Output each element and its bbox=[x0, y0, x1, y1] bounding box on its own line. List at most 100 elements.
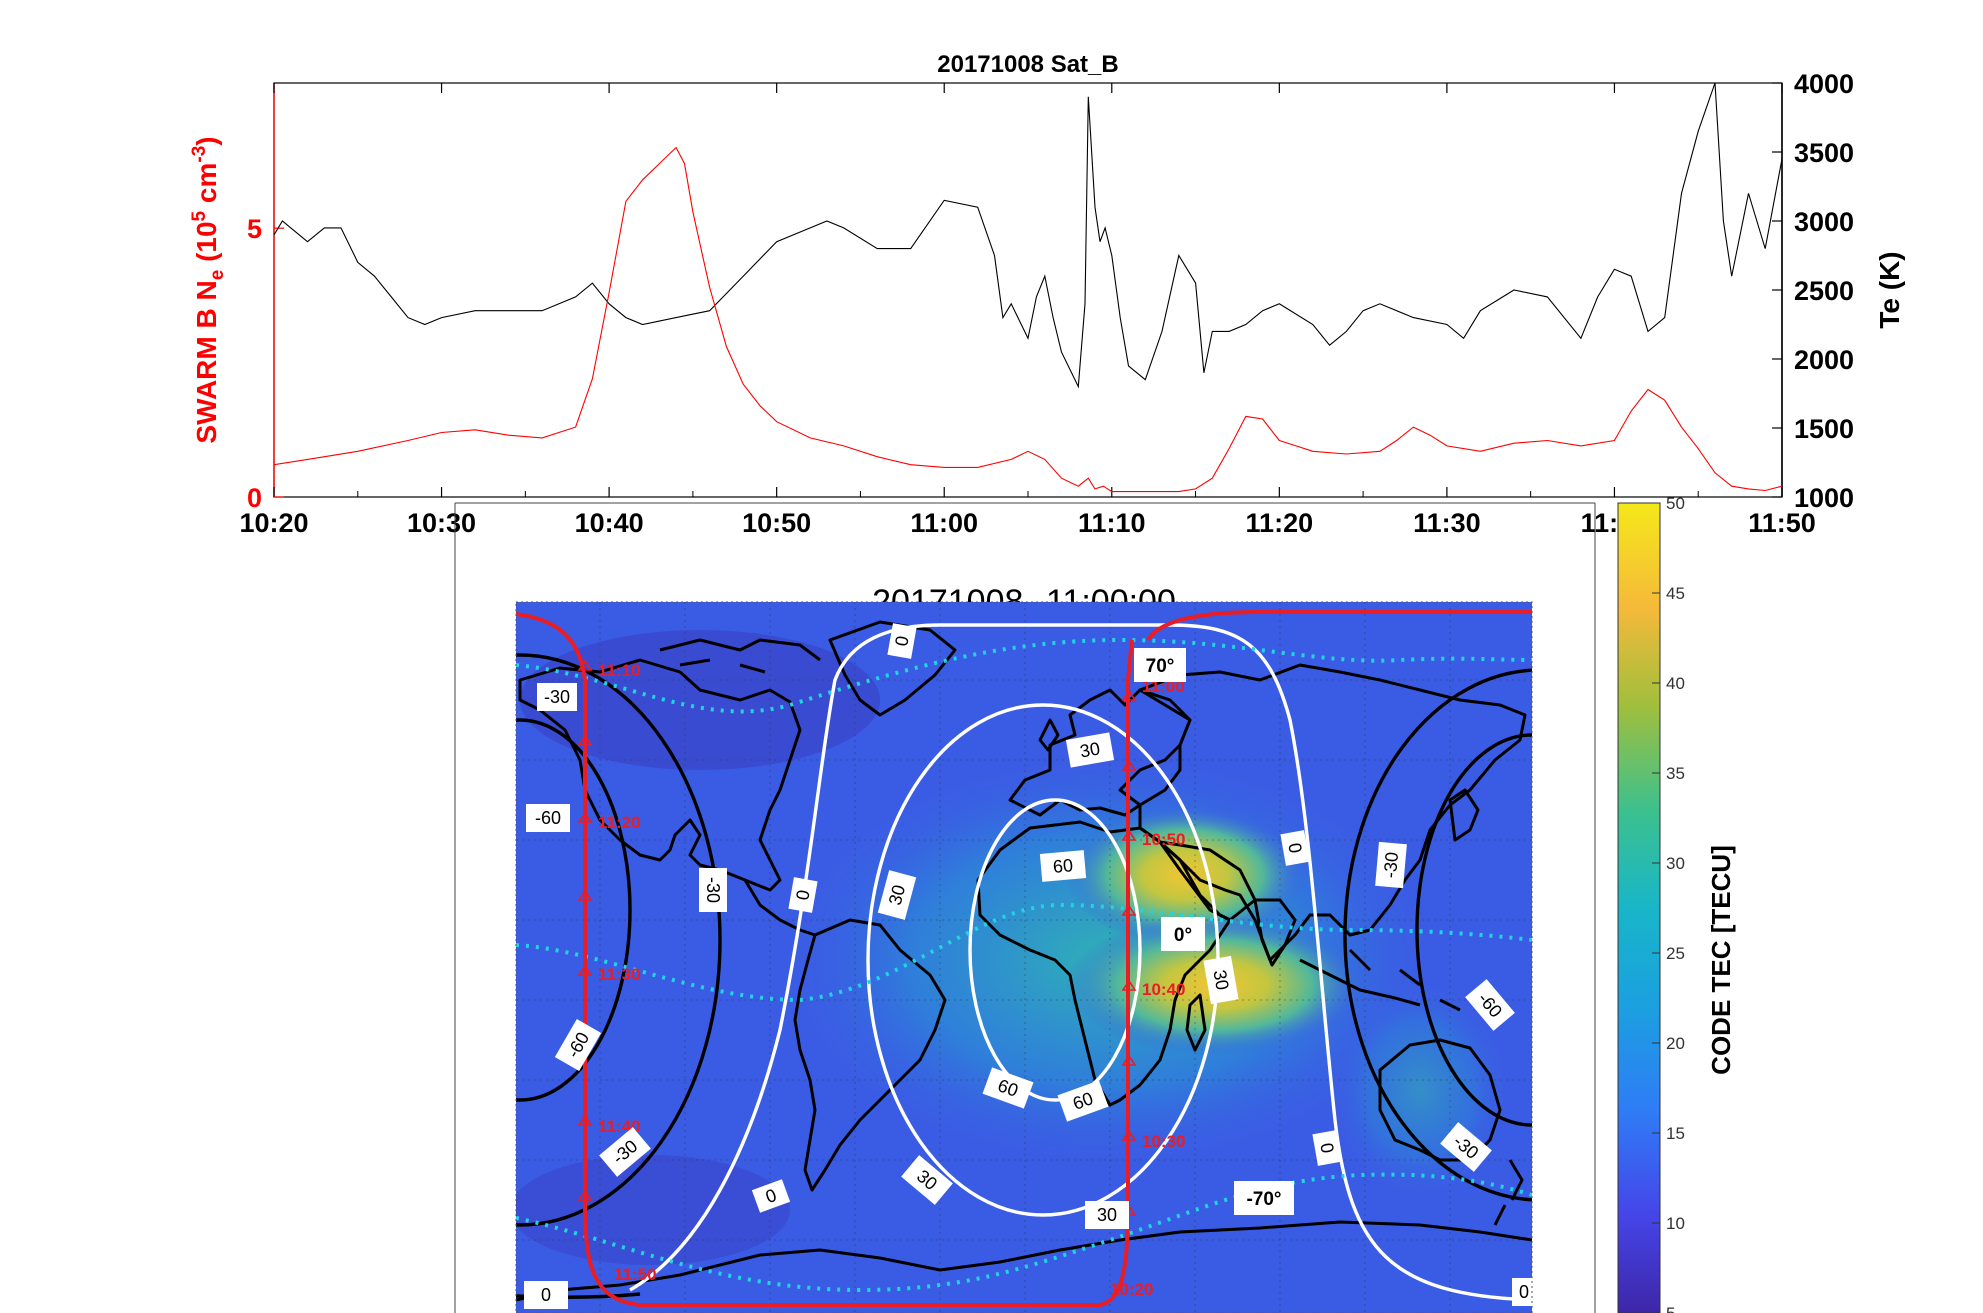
coast-japan bbox=[1448, 788, 1480, 842]
contour-0 bbox=[629, 623, 1532, 1302]
te-series-line bbox=[274, 83, 1782, 389]
x-tick-label: 10:30 bbox=[407, 508, 476, 538]
svg-text:-30: -30 bbox=[1380, 851, 1402, 879]
svg-text:0: 0 bbox=[1519, 1282, 1529, 1302]
contour-label: 0 bbox=[1312, 1130, 1342, 1166]
x-tick-label: 11:00 bbox=[910, 508, 978, 538]
track-label-1120: 11:20 bbox=[598, 813, 641, 832]
contour-60 bbox=[968, 798, 1142, 1102]
contour-label: 0 bbox=[1512, 1278, 1532, 1306]
colorbar-tick-label: 20 bbox=[1666, 1034, 1685, 1053]
right-y-tick-label: 2500 bbox=[1794, 276, 1854, 306]
tec-map: 10:20 10:30 10:40 10:50 11:00 11:10 11:2… bbox=[516, 602, 1532, 1313]
coast-indonesia bbox=[1299, 948, 1461, 1012]
track-label-1020: 10:20 bbox=[1110, 1280, 1153, 1299]
track-label-1110: 11:10 bbox=[598, 661, 641, 680]
contour-neg-60-east bbox=[1415, 733, 1532, 1127]
coast-arabia bbox=[1158, 840, 1257, 922]
contour-label: 30 bbox=[1085, 1201, 1129, 1229]
contour-label: -30 bbox=[537, 683, 577, 711]
svg-text:60: 60 bbox=[1052, 855, 1074, 877]
lat-label-0: 0° bbox=[1161, 917, 1205, 951]
colorbar-label: CODE TEC [TECU] bbox=[1706, 845, 1736, 1075]
contour-label: 30 bbox=[1203, 955, 1239, 1005]
lat-label-70: 70° bbox=[1134, 648, 1186, 682]
coast-central-america bbox=[743, 879, 816, 937]
colorbar-tick-label: 10 bbox=[1666, 1214, 1685, 1233]
svg-text:0: 0 bbox=[792, 888, 813, 901]
top-plot-frame bbox=[273, 82, 1783, 498]
coast-south-america bbox=[793, 918, 947, 1192]
contour-label-boxes: 0 0 0 0 0 30 30 30 30 30 60 60 60 -30 -6… bbox=[524, 623, 1532, 1309]
colorbar-tick-label: 5 bbox=[1666, 1304, 1675, 1313]
contour-label: 0 bbox=[887, 623, 917, 659]
svg-text:30: 30 bbox=[1078, 738, 1101, 761]
coast-asia bbox=[1138, 663, 1527, 962]
map-frame bbox=[515, 601, 1533, 1313]
coastlines bbox=[516, 620, 1532, 1302]
x-tick-label: 10:50 bbox=[742, 508, 811, 538]
track-label-1050: 10:50 bbox=[1142, 830, 1185, 849]
tec-low-south-band bbox=[516, 1155, 790, 1265]
svg-text:-60: -60 bbox=[535, 808, 561, 828]
colorbar-tick-label: 30 bbox=[1666, 854, 1685, 873]
colorbar-tick-label: 45 bbox=[1666, 584, 1685, 603]
colorbar-tick-group: 5 10 15 20 25 30 35 40 45 50 bbox=[1652, 494, 1685, 1313]
tec-low-polar-band bbox=[520, 630, 880, 770]
latitude-labels: 70° 0° -70° bbox=[1134, 648, 1294, 1215]
colorbar-tick-label: 35 bbox=[1666, 764, 1685, 783]
right-y-tick-label: 3500 bbox=[1794, 138, 1854, 168]
contour-label: -30 bbox=[1375, 841, 1407, 889]
left-y-axis-label: SWARM B Ne (105 cm-3) bbox=[189, 136, 228, 443]
left-y-tick-label: 5 bbox=[247, 214, 262, 244]
contour-label: 60 bbox=[1039, 850, 1087, 882]
contour-label: 0 bbox=[1280, 830, 1310, 866]
top-panel: 20171008 Sat_B 10:20 10:30 10:40 10:50 11:00… bbox=[189, 51, 1905, 538]
svg-text:0°: 0° bbox=[1174, 925, 1192, 946]
coast-australia bbox=[1378, 1038, 1502, 1162]
ne-series-line bbox=[274, 146, 1782, 493]
track-segment-east bbox=[640, 610, 1532, 1307]
colorbar-tick-label: 40 bbox=[1666, 674, 1685, 693]
coast-madagascar bbox=[1185, 993, 1207, 1052]
right-y-tick-label: 4000 bbox=[1794, 69, 1854, 99]
contour-label: -60 bbox=[526, 804, 570, 832]
contour-label: 30 bbox=[901, 1155, 953, 1205]
contour-label: 30 bbox=[877, 870, 917, 920]
svg-text:0: 0 bbox=[891, 634, 912, 647]
right-y-tick-label: 1000 bbox=[1794, 483, 1854, 513]
coast-uk bbox=[1038, 718, 1060, 752]
contour-label: 0 bbox=[524, 1281, 568, 1309]
left-y-tick-group: 05 bbox=[247, 214, 284, 513]
colorbar-tick-label: 15 bbox=[1666, 1124, 1685, 1143]
track-label-1030: 10:30 bbox=[1142, 1132, 1185, 1151]
svg-text:30: 30 bbox=[1209, 968, 1232, 991]
maglat-neg-70 bbox=[516, 1172, 1532, 1293]
right-y-tick-label: 2000 bbox=[1794, 345, 1854, 375]
x-tick-label: 11:50 bbox=[1748, 508, 1816, 538]
svg-text:70°: 70° bbox=[1146, 656, 1175, 677]
svg-text:0: 0 bbox=[1316, 1141, 1337, 1154]
map-panel: 20171008--11:00:00 bbox=[454, 494, 1736, 1313]
contour-label: 0 bbox=[788, 877, 818, 913]
x-tick-label: 11:30 bbox=[1413, 508, 1481, 538]
right-y-tick-label: 1500 bbox=[1794, 414, 1854, 444]
coast-arctic-islands bbox=[659, 638, 821, 674]
contour-label: 60 bbox=[1057, 1080, 1109, 1122]
track-time-labels: 10:20 10:30 10:40 10:50 11:00 11:10 11:2… bbox=[598, 661, 1185, 1299]
svg-text:-30: -30 bbox=[544, 687, 570, 707]
x-tick-label: 10:40 bbox=[575, 508, 644, 538]
right-y-tick-group: 1000 1500 2000 2500 3000 3500 4000 bbox=[1772, 69, 1854, 513]
contour-neg-30-east bbox=[1343, 668, 1532, 1202]
colorbar-tick-label: 50 bbox=[1666, 494, 1685, 513]
right-y-axis-label: Te (K) bbox=[1874, 251, 1905, 328]
x-tick-label: 10:20 bbox=[239, 508, 308, 538]
svg-text:-70°: -70° bbox=[1246, 1189, 1281, 1210]
contour-neg-60-west bbox=[516, 718, 632, 1102]
contour-neg-30-west bbox=[516, 653, 722, 1227]
track-label-1130: 11:30 bbox=[598, 965, 641, 984]
magnetic-latitude-lines bbox=[516, 637, 1532, 1293]
x-tick-label: 11:10 bbox=[1078, 508, 1146, 538]
coast-antarctica bbox=[516, 1220, 1532, 1302]
